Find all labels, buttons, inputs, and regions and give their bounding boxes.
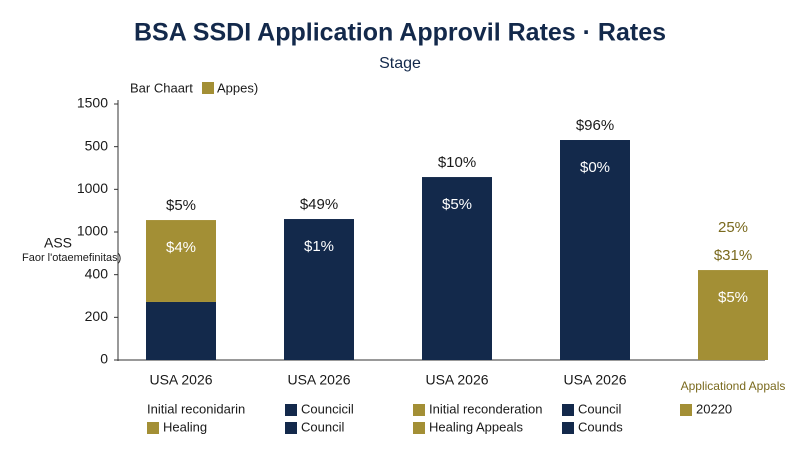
bar-extra-label: $31% [714, 247, 752, 264]
bar [146, 301, 216, 360]
chart-subtitle: Stage [379, 55, 421, 72]
footer-legend-swatch [680, 404, 692, 416]
bar-top-label: $5% [166, 197, 196, 214]
y-axis-label: ASS [44, 235, 72, 251]
footer-legend-swatch [285, 422, 297, 434]
y-axis-sublabel: Faor l'otaemefinitas) [22, 252, 121, 264]
y-tick-label: 500 [85, 137, 109, 153]
footer-legend-swatch [562, 404, 574, 416]
y-tick-label: 200 [85, 308, 109, 324]
footer-legend-text: Healing [163, 419, 207, 434]
y-tick-label: 400 [85, 265, 109, 281]
bar-value-label: $0% [580, 159, 610, 176]
bar-top-label: 25% [718, 219, 748, 236]
bar-value-label: $1% [304, 238, 334, 255]
footer-legend-text: Initial reconderation [429, 401, 542, 416]
footer-legend-text: 20220 [696, 401, 732, 416]
footer-legend-swatch [285, 404, 297, 416]
bar [284, 219, 354, 360]
footer-legend-text: Healing Appeals [429, 419, 523, 434]
bar-value-label: $4% [166, 239, 196, 256]
y-tick-label: 1000 [77, 180, 108, 196]
x-tick-label: USA 2026 [287, 372, 350, 388]
bar [422, 177, 492, 360]
x-tick-label: USA 2026 [425, 372, 488, 388]
x-tick-label: Applicationd Appals [681, 379, 786, 393]
legend-text: Appes) [217, 80, 258, 95]
footer-legend-text: Councicil [301, 401, 354, 416]
bar-top-label: $49% [300, 196, 338, 213]
footer-legend-swatch [147, 422, 159, 434]
bar-top-label: $96% [576, 117, 614, 134]
footer-legend-swatch [413, 422, 425, 434]
x-tick-label: USA 2026 [149, 372, 212, 388]
bar [560, 140, 630, 360]
bar-value-label: $5% [718, 289, 748, 306]
bar-value-label: $5% [442, 196, 472, 213]
y-tick-label: 0 [100, 351, 108, 367]
y-tick-label: 1000 [77, 223, 108, 239]
bar [146, 220, 216, 302]
y-tick-label: 1500 [77, 95, 108, 111]
bar [698, 270, 768, 360]
footer-legend-text: Counds [578, 419, 623, 434]
bar-top-label: $10% [438, 154, 476, 171]
footer-legend-swatch [413, 404, 425, 416]
legend-label: Bar Chaart [130, 80, 193, 95]
footer-legend-text: Council [578, 401, 621, 416]
x-tick-label: USA 2026 [563, 372, 626, 388]
footer-legend-swatch [562, 422, 574, 434]
chart-title: BSA SSDI Application Approvil Rates · Ra… [134, 19, 666, 47]
footer-legend-text: Council [301, 419, 344, 434]
footer-legend-text: Initial reconidarin [147, 401, 245, 416]
legend-swatch [202, 82, 214, 94]
